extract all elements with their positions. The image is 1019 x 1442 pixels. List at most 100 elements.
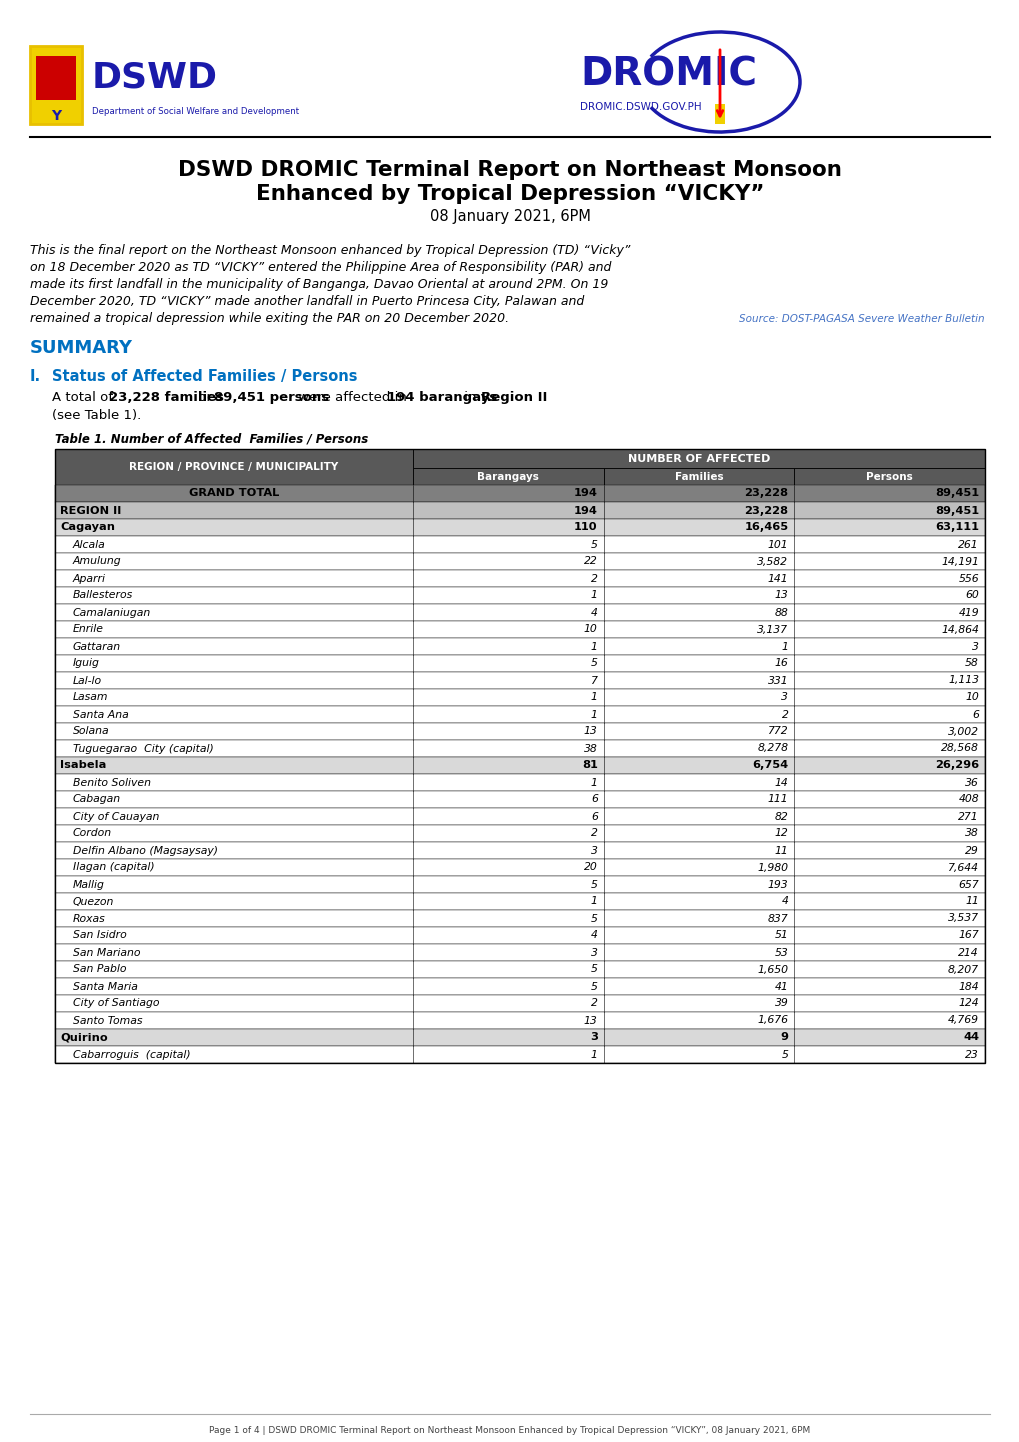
Text: 5: 5: [590, 880, 597, 890]
Text: Lal-lo: Lal-lo: [73, 675, 102, 685]
Text: 1,113: 1,113: [947, 675, 978, 685]
Text: 63,111: 63,111: [934, 522, 978, 532]
Text: 5: 5: [590, 913, 597, 923]
Text: REGION / PROVINCE / MUNICIPALITY: REGION / PROVINCE / MUNICIPALITY: [129, 461, 338, 472]
Text: Isabela: Isabela: [60, 760, 106, 770]
Bar: [30, 46, 82, 124]
Text: 6: 6: [971, 709, 978, 720]
Bar: [55, 995, 984, 1012]
Text: Persons: Persons: [865, 472, 912, 482]
Text: 214: 214: [958, 947, 978, 957]
Text: Enhanced by Tropical Depression “VICKY”: Enhanced by Tropical Depression “VICKY”: [256, 185, 763, 203]
Text: Lasam: Lasam: [73, 692, 108, 702]
Text: DSWD DROMIC Terminal Report on Northeast Monsoon: DSWD DROMIC Terminal Report on Northeast…: [178, 160, 841, 180]
Text: Region II: Region II: [481, 391, 547, 404]
Text: 184: 184: [958, 982, 978, 992]
Text: 3: 3: [590, 947, 597, 957]
Text: Cagayan: Cagayan: [60, 522, 115, 532]
Text: 51: 51: [773, 930, 788, 940]
Text: 331: 331: [767, 675, 788, 685]
Text: 3,582: 3,582: [756, 557, 788, 567]
Text: DSWD: DSWD: [92, 61, 218, 94]
Text: 167: 167: [958, 930, 978, 940]
Text: Gattaran: Gattaran: [73, 642, 121, 652]
Text: 89,451: 89,451: [934, 506, 978, 515]
Text: 772: 772: [767, 727, 788, 737]
Text: This is the final report on the Northeast Monsoon enhanced by Tropical Depressio: This is the final report on the Northeas…: [30, 244, 630, 257]
Bar: [55, 978, 984, 995]
Text: Aparri: Aparri: [73, 574, 106, 584]
Text: REGION II: REGION II: [60, 506, 121, 515]
Text: 20: 20: [583, 862, 597, 872]
Text: 22: 22: [583, 557, 597, 567]
Text: 23: 23: [964, 1050, 978, 1060]
Text: 23,228: 23,228: [744, 506, 788, 515]
Text: 81: 81: [581, 760, 597, 770]
Text: 101: 101: [767, 539, 788, 549]
Text: San Pablo: San Pablo: [73, 965, 126, 975]
Text: 14: 14: [773, 777, 788, 787]
Bar: [55, 927, 984, 945]
Text: 3,537: 3,537: [947, 913, 978, 923]
Bar: [55, 536, 984, 552]
Text: 1: 1: [590, 642, 597, 652]
Text: 28,568: 28,568: [941, 744, 978, 754]
Text: 3: 3: [590, 845, 597, 855]
Text: 08 January 2021, 6PM: 08 January 2021, 6PM: [429, 209, 590, 224]
Text: 10: 10: [964, 692, 978, 702]
Text: 5: 5: [590, 982, 597, 992]
Text: Iguig: Iguig: [73, 659, 100, 669]
Text: 16: 16: [773, 659, 788, 669]
Text: Santa Maria: Santa Maria: [73, 982, 138, 992]
Text: A total of: A total of: [52, 391, 117, 404]
Text: 261: 261: [958, 539, 978, 549]
Bar: [55, 875, 984, 893]
Bar: [55, 910, 984, 927]
Text: 23,228 families: 23,228 families: [109, 391, 224, 404]
Text: City of Santiago: City of Santiago: [73, 998, 159, 1008]
Text: Alcala: Alcala: [73, 539, 106, 549]
Text: Benito Soliven: Benito Soliven: [73, 777, 151, 787]
Text: (see Table 1).: (see Table 1).: [52, 410, 141, 423]
Text: 14,864: 14,864: [941, 624, 978, 634]
Bar: [55, 859, 984, 875]
Text: 38: 38: [964, 829, 978, 838]
Text: in: in: [460, 391, 481, 404]
Text: 4: 4: [590, 930, 597, 940]
Text: 6: 6: [590, 795, 597, 805]
Text: were affected in: were affected in: [293, 391, 411, 404]
Text: 5: 5: [590, 539, 597, 549]
Text: 8,278: 8,278: [756, 744, 788, 754]
Text: Tuguegarao  City (capital): Tuguegarao City (capital): [73, 744, 214, 754]
Text: 60: 60: [964, 591, 978, 600]
Bar: [603, 469, 794, 485]
Text: 1: 1: [590, 692, 597, 702]
Text: Quirino: Quirino: [60, 1032, 108, 1043]
Bar: [55, 825, 984, 842]
Text: 3: 3: [589, 1032, 597, 1043]
Text: 141: 141: [767, 574, 788, 584]
Bar: [55, 672, 984, 689]
Bar: [36, 56, 76, 99]
Text: 1,676: 1,676: [756, 1015, 788, 1025]
Text: 23,228: 23,228: [744, 489, 788, 499]
Text: Camalaniugan: Camalaniugan: [73, 607, 151, 617]
Text: 11: 11: [773, 845, 788, 855]
Bar: [55, 792, 984, 808]
Bar: [55, 637, 984, 655]
Text: Families: Families: [674, 472, 722, 482]
Text: Santo Tomas: Santo Tomas: [73, 1015, 143, 1025]
Bar: [714, 104, 725, 124]
Bar: [55, 774, 984, 792]
Bar: [55, 960, 984, 978]
Text: 12: 12: [773, 829, 788, 838]
Bar: [413, 448, 984, 469]
Text: 1: 1: [590, 897, 597, 907]
Text: Solana: Solana: [73, 727, 109, 737]
Text: or: or: [194, 391, 216, 404]
Text: 1,980: 1,980: [756, 862, 788, 872]
Text: 1,650: 1,650: [756, 965, 788, 975]
Text: 1: 1: [590, 591, 597, 600]
Bar: [55, 757, 984, 774]
Bar: [55, 448, 984, 1063]
